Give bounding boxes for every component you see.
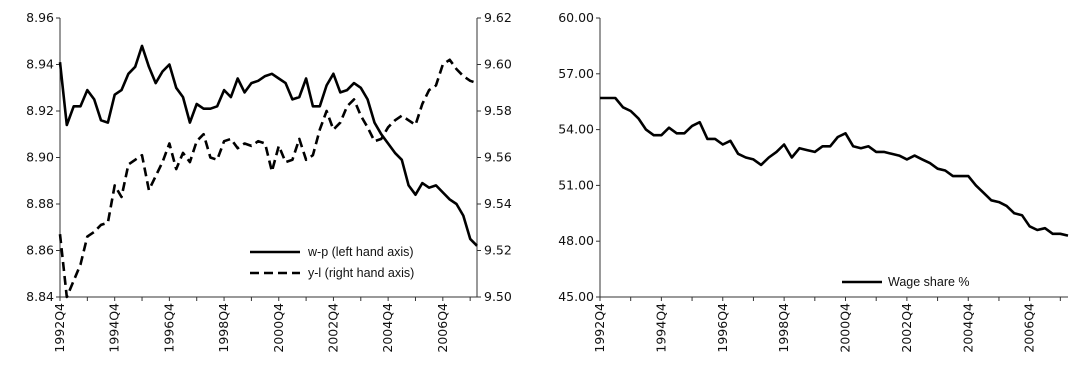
legend-label-w-p: w-p (left hand axis): [307, 245, 414, 259]
x-tick-label: 2002Q4: [325, 303, 340, 353]
x-tick-label: 2000Q4: [838, 303, 853, 353]
x-tick-label: 2004Q4: [380, 303, 395, 353]
legend-label-y-l: y-l (right hand axis): [308, 266, 414, 280]
left-y-tick-label: 8.96: [26, 10, 54, 25]
left-y-tick-label: 8.86: [26, 243, 54, 258]
left-y-tick-label: 8.84: [26, 289, 54, 304]
y-tick-label: 48.00: [558, 233, 594, 248]
x-tick-label: 2002Q4: [899, 303, 914, 353]
x-tick-label: 2006Q4: [1022, 303, 1037, 353]
left-y-tick-label: 8.94: [26, 57, 54, 72]
y-tick-label: 60.00: [558, 10, 594, 25]
x-tick-label: 1998Q4: [776, 303, 791, 353]
right-y-tick-label: 9.62: [484, 10, 512, 25]
y-tick-label: 54.00: [558, 122, 594, 137]
right-y-tick-label: 9.56: [484, 150, 512, 165]
x-tick-label: 2006Q4: [435, 303, 450, 353]
chart-right-wage-share: 45.00 48.00 51.00 54.00 57.00 60.00 1992Q4 1994…: [558, 10, 1069, 353]
series-line-wage-share: [600, 96, 1069, 237]
y-tick-label: 51.00: [558, 177, 594, 192]
x-tick-label: 1996Q4: [161, 303, 176, 353]
left-y-tick-label: 8.92: [26, 103, 54, 118]
left-y-tick-label: 8.88: [26, 196, 54, 211]
x-tick-label: 2000Q4: [271, 303, 286, 353]
chart-left-wage-productivity: 8.84 8.86 8.88 8.90 8.92 8.94 8.96 9.50 9.52 9.54…: [26, 10, 512, 353]
x-tick-label: 2004Q4: [960, 303, 975, 353]
x-tick-label: 1992Q4: [52, 303, 67, 353]
y-tick-label: 57.00: [558, 66, 594, 81]
right-y-tick-label: 9.58: [484, 103, 512, 118]
x-tick-label: 1994Q4: [107, 303, 122, 353]
x-tick-label: 1998Q4: [216, 303, 231, 353]
x-tick-label: 1992Q4: [592, 303, 607, 353]
y-tick-label: 45.00: [558, 289, 594, 304]
x-tick-label: 1994Q4: [653, 303, 668, 353]
x-tick-label: 1996Q4: [715, 303, 730, 353]
legend-label-wage-share: Wage share %: [888, 275, 970, 289]
series-line-w-p: [58, 44, 478, 247]
right-y-tick-label: 9.50: [484, 289, 512, 304]
right-y-tick-label: 9.52: [484, 243, 512, 258]
left-y-tick-label: 8.90: [26, 150, 54, 165]
series-line-y-l: [58, 58, 478, 299]
right-y-tick-label: 9.54: [484, 196, 512, 211]
right-y-tick-label: 9.60: [484, 57, 512, 72]
